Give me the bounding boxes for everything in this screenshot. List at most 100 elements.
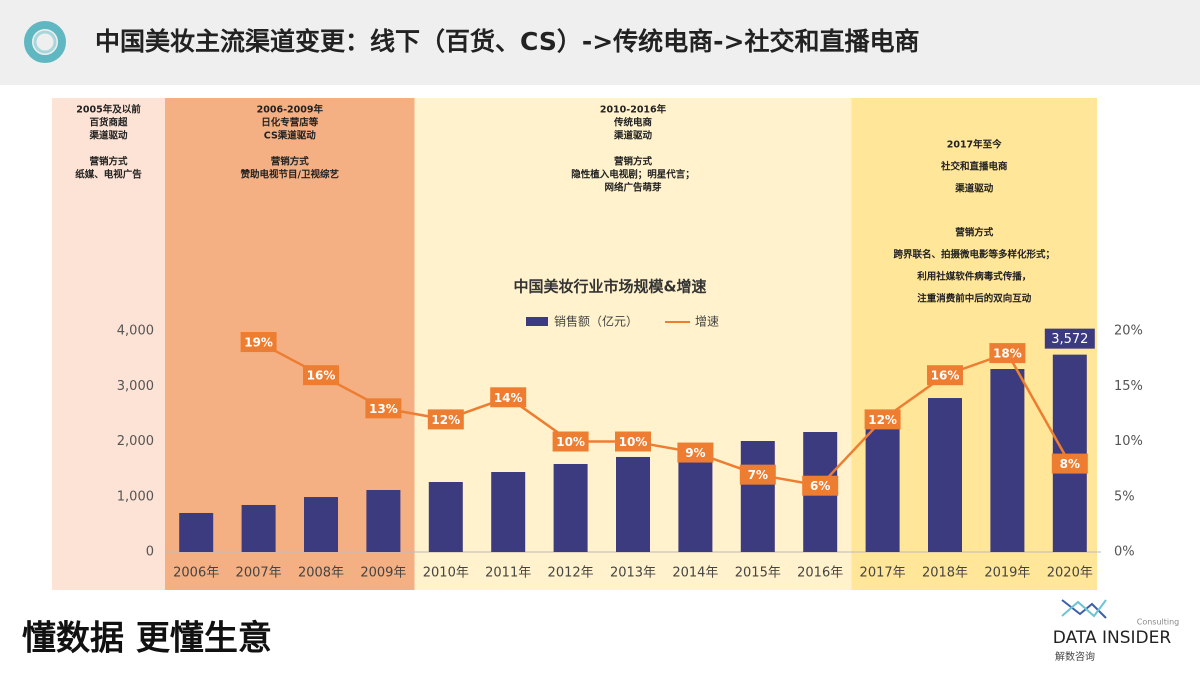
y2-tick-label: 20% (1114, 324, 1143, 339)
x-tick-label: 2019年 (984, 566, 1030, 581)
y2-tick-label: 10% (1114, 434, 1143, 449)
period-driver: 日化专营店等 (261, 117, 319, 129)
y2-tick-label: 5% (1114, 489, 1135, 504)
bar (1052, 354, 1087, 552)
header-icon-inner (33, 30, 57, 54)
line-label: 16% (307, 369, 336, 383)
bar (678, 450, 713, 552)
y-tick-label: 1,000 (117, 489, 154, 504)
y-tick-label: 3,000 (117, 379, 154, 394)
x-tick-label: 2013年 (610, 566, 656, 581)
period-marketing: 营销方式 (955, 227, 994, 239)
period-driver: 2005年及以前 (76, 104, 141, 116)
x-tick-label: 2010年 (423, 566, 469, 581)
period-driver: 社交和直播电商 (940, 161, 1008, 173)
period-driver: 2006-2009年 (257, 104, 324, 116)
bar (990, 369, 1025, 552)
line-label: 18% (993, 347, 1022, 361)
line-label-box (864, 409, 901, 430)
slogan: 懂数据 更懂生意 (22, 619, 272, 659)
line-label: 16% (931, 369, 960, 383)
bar (616, 456, 650, 552)
x-tick-label: 2014年 (672, 566, 718, 581)
line-label: 6% (810, 479, 830, 493)
line-label-box (739, 464, 776, 485)
x-tick-label: 2018年 (922, 566, 968, 581)
line-label: 7% (748, 468, 768, 482)
bar (865, 419, 900, 552)
period-marketing: 营销方式 (89, 156, 128, 168)
bar (491, 471, 526, 552)
period-marketing: 赞助电视节目/卫视综艺 (240, 169, 340, 181)
period-marketing: 纸媒、电视广告 (75, 169, 142, 181)
bar (740, 441, 775, 552)
logo-subname: 解数咨询 (1055, 650, 1095, 663)
x-tick-label: 2020年 (1047, 566, 1093, 581)
line-label: 10% (619, 435, 648, 449)
bar (241, 504, 276, 552)
logo-mark (1061, 599, 1107, 618)
period-marketing: 网络广告萌芽 (604, 182, 662, 194)
header-band (0, 0, 1200, 85)
y-tick-label: 2,000 (117, 434, 154, 449)
y-tick-label: 4,000 (117, 324, 154, 339)
bar (304, 497, 338, 552)
line-label-box (989, 343, 1026, 364)
x-tick-label: 2015年 (735, 566, 781, 581)
legend-label: 销售额（亿元） (554, 314, 638, 329)
line-label-box (552, 431, 589, 452)
period-driver: 渠道驱动 (88, 130, 128, 142)
x-tick-label: 2012年 (548, 566, 594, 581)
line-label: 12% (431, 413, 460, 427)
line-label: 14% (494, 391, 523, 405)
period-driver: 渠道驱动 (954, 183, 994, 195)
y-tick-label: 0 (146, 545, 154, 560)
line-label: 19% (244, 336, 273, 350)
line-label-box (490, 387, 527, 408)
period-marketing: 利用社媒软件病毒式传播， (916, 271, 1031, 283)
header-icon (24, 21, 66, 63)
x-tick-label: 2009年 (360, 566, 406, 581)
period-band (52, 98, 165, 590)
line-label-box (427, 409, 464, 430)
line-label: 13% (369, 402, 398, 416)
period-marketing: 跨界联名、拍摄微电影等多样化形式； (893, 249, 1055, 261)
chart: 2005年及以前百货商超渠道驱动营销方式纸媒、电视广告2006-2009年日化专… (52, 98, 1143, 590)
period-marketing: 营销方式 (271, 156, 310, 168)
bar (428, 481, 463, 552)
x-tick-label: 2007年 (236, 566, 282, 581)
period-driver: 渠道驱动 (613, 130, 653, 142)
bar (553, 463, 588, 552)
x-tick-label: 2008年 (298, 566, 344, 581)
period-driver: 2017年至今 (947, 139, 1002, 151)
header-title: 中国美妆主流渠道变更：线下（百货、CS）->传统电商->社交和直播电商 (95, 27, 919, 56)
bar (179, 512, 214, 552)
line-label: 10% (556, 435, 585, 449)
period-marketing: 营销方式 (614, 156, 653, 168)
line-label: 9% (685, 446, 705, 460)
period-driver: CS渠道驱动 (264, 130, 316, 142)
logo-consulting: Consulting (1137, 618, 1180, 627)
bar (366, 490, 401, 552)
line-label-box (303, 365, 339, 386)
line-label-box (365, 398, 402, 419)
x-tick-label: 2016年 (797, 566, 843, 581)
line-label-box (615, 431, 651, 452)
bar-label: 3,572 (1051, 332, 1088, 347)
line-label-box (1051, 453, 1088, 474)
y2-tick-label: 15% (1114, 379, 1143, 394)
period-marketing: 注重消费前中后的双向互动 (917, 293, 1032, 305)
period-marketing: 隐性植入电视剧；明星代言； (571, 169, 695, 181)
x-tick-label: 2017年 (860, 566, 906, 581)
line-label-box (802, 475, 839, 496)
bar-label-box (1044, 328, 1095, 349)
line-label-box (677, 442, 714, 463)
bar (928, 398, 962, 552)
period-driver: 2010-2016年 (600, 104, 667, 116)
period-driver: 百货商超 (89, 117, 128, 129)
period-driver: 传统电商 (613, 117, 653, 129)
y2-tick-label: 0% (1114, 545, 1135, 560)
line-label-box (927, 365, 963, 386)
chart-title: 中国美妆行业市场规模&增速 (513, 278, 706, 296)
x-tick-label: 2006年 (173, 566, 219, 581)
